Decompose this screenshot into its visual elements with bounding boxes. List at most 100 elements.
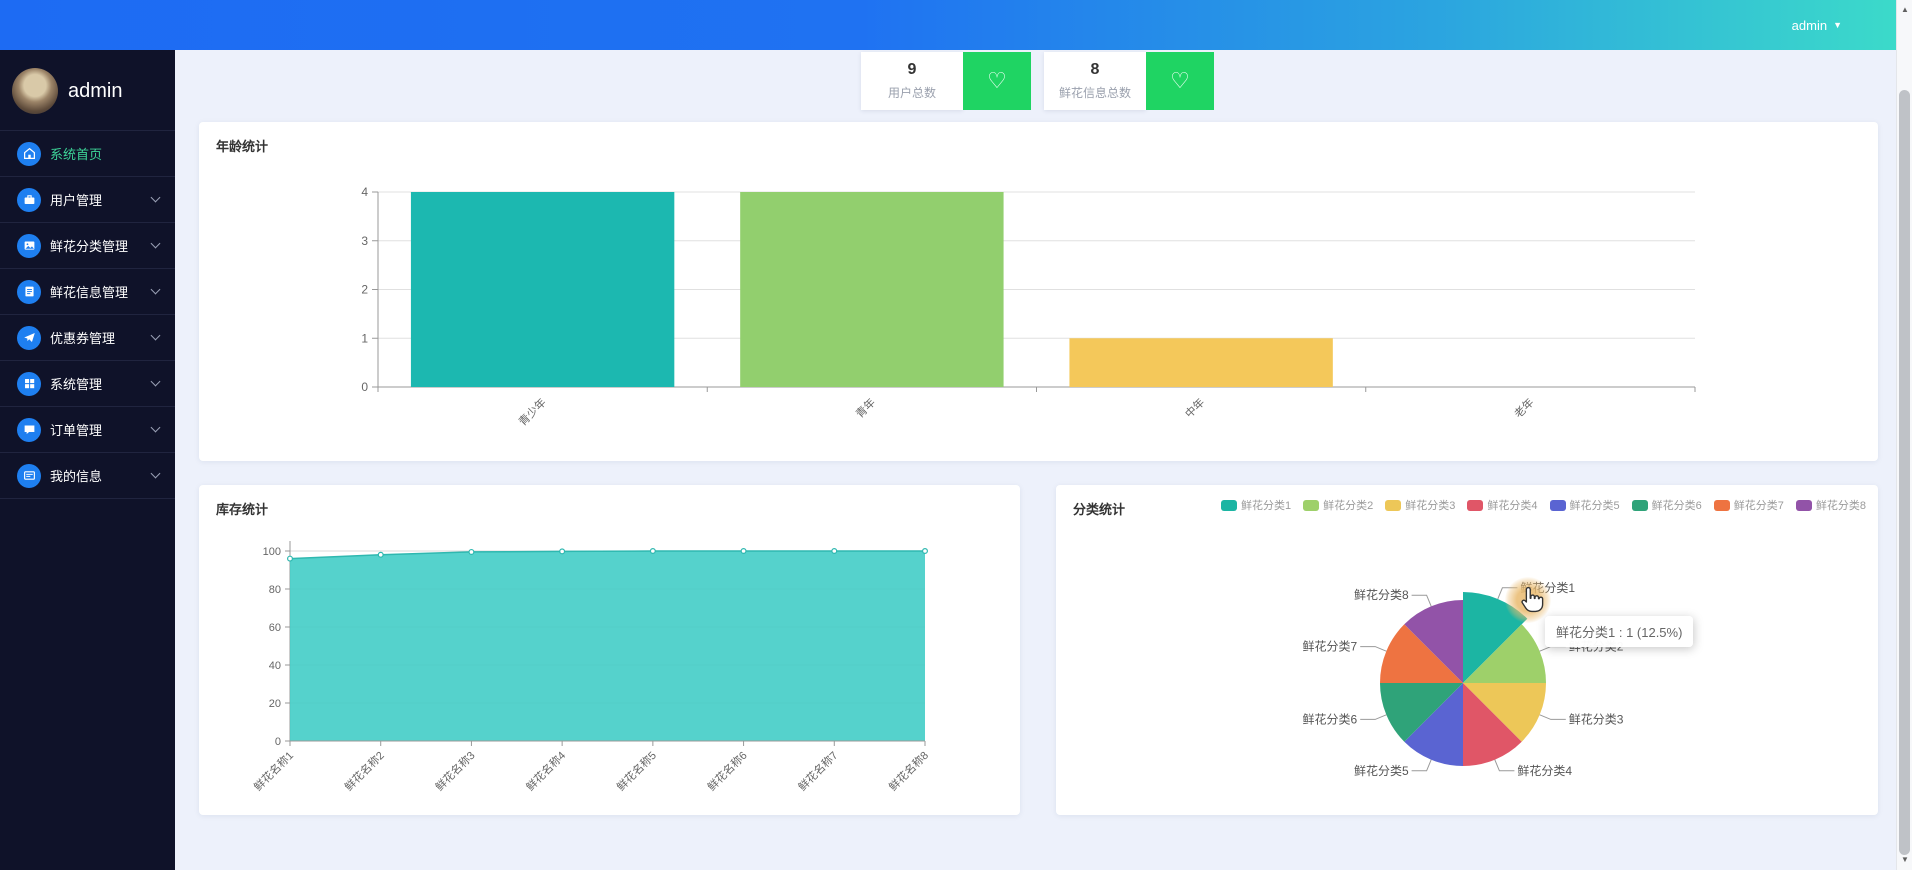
sidebar-menu: 系统首页 用户管理 鲜花分类管理 鲜花信息管理 [0,130,175,499]
svg-text:鲜花分类7: 鲜花分类7 [1303,639,1358,654]
sidebar-item-flower-info[interactable]: 鲜花信息管理 [0,269,175,315]
pie-tooltip: 鲜花分类1 : 1 (12.5%) [1545,616,1694,647]
age-chart-title: 年龄统计 [216,139,269,154]
legend-swatch [1549,499,1566,511]
svg-text:鲜花名称1: 鲜花名称1 [251,748,296,793]
legend-item[interactable]: 鲜花分类6 [1631,497,1702,513]
svg-text:0: 0 [361,380,368,394]
top-header: admin ▼ [0,0,1912,50]
sidebar-item-home[interactable]: 系统首页 [0,131,175,177]
heart-icon: ♡ [1146,52,1214,110]
legend-label: 鲜花分类3 [1405,500,1456,512]
legend-item[interactable]: 鲜花分类5 [1549,497,1620,513]
profile-username: admin [68,79,123,102]
heart-icon: ♡ [963,52,1031,110]
svg-text:老年: 老年 [1511,395,1536,420]
svg-text:青年: 青年 [853,395,878,420]
stat-card-users: 9 用户总数 ♡ [861,52,1031,110]
svg-text:40: 40 [269,660,281,672]
svg-text:鲜花名称6: 鲜花名称6 [704,748,749,793]
legend-swatch [1467,499,1484,511]
svg-text:鲜花名称4: 鲜花名称4 [523,748,568,793]
category-statistics-card: 分类统计 鲜花分类1 鲜花分类2 鲜花分类3 鲜花分类4 鲜花分类5 鲜花分类6 鲜花分类7… [1056,485,1878,815]
legend-item[interactable]: 鲜花分类8 [1795,497,1866,513]
users-total-label: 用户总数 [887,86,936,100]
category-pie-chart[interactable]: 鲜花分类1 鲜花分类2 鲜花分类3 鲜花分类4 鲜花分类5 鲜花分类6 鲜花分类7 鲜花分类8 [1056,485,1878,815]
svg-text:鲜花名称3: 鲜花名称3 [432,748,477,793]
svg-text:鲜花名称7: 鲜花名称7 [795,748,840,793]
sidebar-item-system[interactable]: 系统管理 [0,361,175,407]
sidebar: admin 系统首页 用户管理 鲜花分类管理 [0,50,175,870]
id-card-icon [17,463,41,488]
legend-label: 鲜花分类5 [1569,500,1620,512]
user-dropdown[interactable]: admin ▼ [1792,0,1842,50]
grid-icon [17,371,41,396]
user-dropdown-label: admin [1791,17,1828,33]
svg-text:鲜花名称8: 鲜花名称8 [886,748,931,793]
svg-text:鲜花分类3: 鲜花分类3 [1569,711,1624,726]
legend-label: 鲜花分类8 [1815,500,1866,512]
avatar[interactable] [12,68,58,114]
profile-block: admin [0,50,175,130]
stock-area-chart[interactable]: 0 20 40 60 80 100 鲜花名称1 鲜花名称2 鲜花名称3 鲜花名称4 鲜花名称5 鲜花名… [199,485,1020,815]
stock-chart-title: 库存统计 [216,502,269,517]
sidebar-item-label: 优惠券管理 [50,331,116,346]
image-icon [17,233,41,258]
svg-text:鲜花分类8: 鲜花分类8 [1354,587,1409,602]
legend-swatch [1631,499,1648,511]
svg-text:1: 1 [361,331,368,345]
category-chart-title: 分类统计 [1073,502,1126,517]
svg-text:80: 80 [269,584,281,596]
document-icon [17,279,41,304]
legend-swatch [1385,499,1402,511]
legend-swatch [1221,499,1237,511]
chevron-down-icon [150,376,161,387]
legend-label: 鲜花分类6 [1651,500,1702,512]
scroll-up-icon[interactable]: ▲ [1901,5,1909,14]
svg-text:100: 100 [263,546,281,558]
scroll-down-icon[interactable]: ▼ [1901,855,1909,864]
legend-label: 鲜花分类2 [1323,500,1374,512]
legend-item[interactable]: 鲜花分类7 [1713,497,1784,513]
legend-label: 鲜花分类1 [1241,500,1292,512]
svg-text:4: 4 [361,185,368,199]
svg-text:中年: 中年 [1182,395,1207,420]
legend-item[interactable]: 鲜花分类1 [1221,497,1291,513]
legend-item[interactable]: 鲜花分类4 [1467,497,1538,513]
vertical-scrollbar: ▲ ▼ [1896,0,1912,870]
briefcase-icon [17,187,41,212]
svg-text:2: 2 [361,283,368,297]
sidebar-item-label: 系统首页 [50,147,103,162]
svg-text:鲜花名称2: 鲜花名称2 [341,748,386,793]
sidebar-item-label: 用户管理 [50,193,103,208]
sidebar-item-label: 我的信息 [50,469,103,484]
svg-text:20: 20 [269,698,281,710]
legend-swatch [1713,499,1730,511]
chevron-down-icon [150,192,161,203]
sidebar-item-coupons[interactable]: 优惠券管理 [0,315,175,361]
age-bar-chart[interactable]: 0 1 2 3 4 青少年 青年 中年 老年 [199,122,1878,461]
legend-item[interactable]: 鲜花分类3 [1385,497,1455,513]
legend-item[interactable]: 鲜花分类2 [1303,497,1373,513]
sidebar-item-users[interactable]: 用户管理 [0,177,175,223]
chevron-down-icon [150,468,161,479]
sidebar-item-orders[interactable]: 订单管理 [0,407,175,453]
svg-text:60: 60 [269,622,281,634]
sidebar-item-label: 系统管理 [50,377,103,392]
caret-down-icon: ▼ [1833,20,1842,30]
scrollbar-thumb[interactable] [1899,90,1910,855]
sidebar-item-flower-category[interactable]: 鲜花分类管理 [0,223,175,269]
svg-text:0: 0 [275,736,281,748]
chat-icon [17,417,41,442]
sidebar-item-my-info[interactable]: 我的信息 [0,453,175,499]
sidebar-item-label: 鲜花分类管理 [50,239,129,254]
svg-text:鲜花分类6: 鲜花分类6 [1303,711,1358,726]
legend-label: 鲜花分类4 [1487,500,1538,512]
svg-text:青少年: 青少年 [516,395,549,428]
paper-plane-icon [17,325,41,350]
chevron-down-icon [150,238,161,249]
pie-legend: 鲜花分类1 鲜花分类2 鲜花分类3 鲜花分类4 鲜花分类5 鲜花分类6 鲜花分类7 鲜花分类8 [1221,497,1866,513]
legend-label: 鲜花分类7 [1733,500,1784,512]
sidebar-item-label: 鲜花信息管理 [50,285,129,300]
